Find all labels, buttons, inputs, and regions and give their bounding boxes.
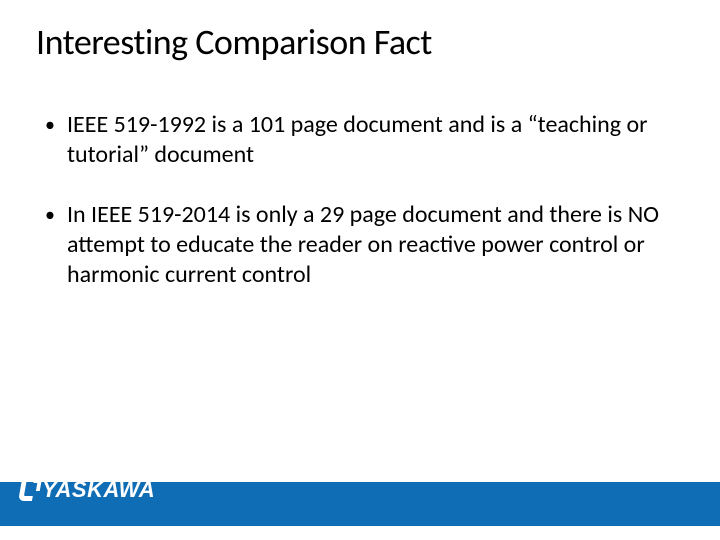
bullet-dot-icon: •: [45, 200, 55, 230]
bullet-item: • In IEEE 519-2014 is only a 29 page doc…: [45, 200, 680, 290]
logo-text: YASKAWA: [42, 477, 155, 503]
bullet-text: In IEEE 519-2014 is only a 29 page docum…: [67, 200, 680, 290]
footer-bar: YASKAWA: [0, 482, 720, 526]
slide-body: • IEEE 519-1992 is a 101 page document a…: [45, 110, 680, 320]
bullet-item: • IEEE 519-1992 is a 101 page document a…: [45, 110, 680, 170]
brand-logo: YASKAWA: [18, 476, 155, 504]
slide: Interesting Comparison Fact • IEEE 519-1…: [0, 0, 720, 540]
bullet-dot-icon: •: [45, 110, 55, 140]
logo-mark-icon: [16, 479, 42, 501]
bullet-text: IEEE 519-1992 is a 101 page document and…: [67, 110, 680, 170]
slide-title: Interesting Comparison Fact: [36, 20, 432, 64]
